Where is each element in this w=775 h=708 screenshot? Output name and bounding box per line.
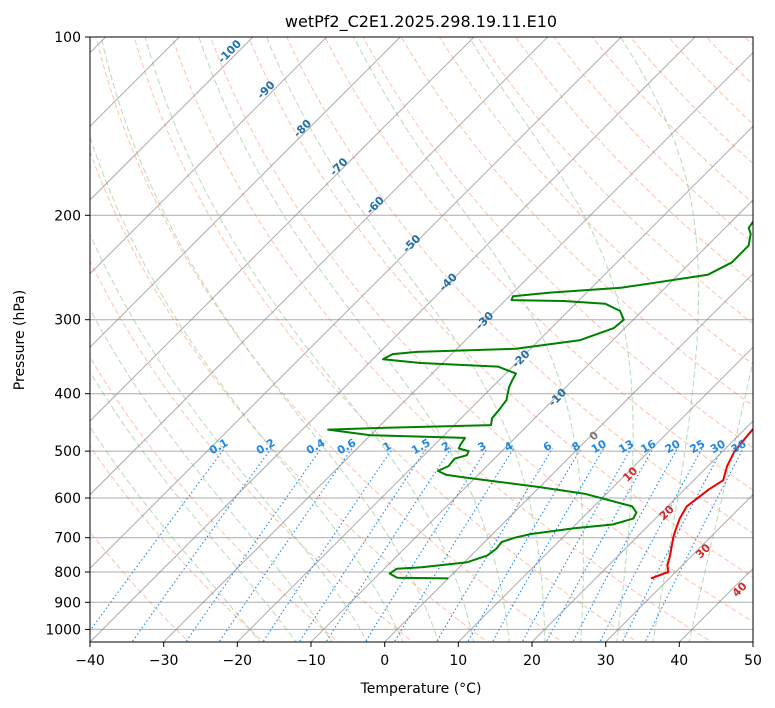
moist-adiabat	[144, 37, 475, 642]
isotherm-line	[90, 37, 475, 422]
x-tick-label: −10	[296, 653, 326, 669]
isotherm-line	[604, 493, 753, 642]
gridlines	[90, 37, 753, 642]
x-tick-label: 20	[523, 653, 541, 669]
y-tick-label: 100	[54, 30, 81, 46]
moist-adiabat	[90, 370, 297, 642]
isotherm-line	[90, 37, 696, 642]
mixing-ratio-line	[435, 448, 553, 642]
mixing-ratio-line	[466, 448, 582, 642]
dry-adiabat	[90, 150, 489, 642]
dry-adiabat	[362, 37, 753, 449]
y-tick-label: 1000	[45, 622, 81, 638]
isotherm-line	[90, 37, 328, 275]
mixing-ratio-line	[521, 448, 632, 642]
temperature-profile	[650, 427, 753, 580]
mixing-ratio-line	[262, 448, 393, 642]
mixing-ratio-line	[218, 448, 353, 642]
isotherm-line	[531, 420, 753, 642]
dry-adiabat	[171, 37, 713, 642]
y-axis-label: Pressure (hPa)	[12, 290, 28, 390]
y-tick-label: 600	[54, 491, 81, 507]
y-tick-label: 300	[54, 313, 81, 329]
y-tick-label: 200	[54, 208, 81, 224]
chart-title: wetPf2_C2E1.2025.298.19.11.E10	[285, 12, 557, 32]
moist-adiabat	[468, 37, 634, 642]
isotherm-line	[236, 125, 753, 642]
isotherm-line	[457, 346, 753, 642]
isotherm-line	[90, 37, 623, 570]
isotherm-line	[90, 37, 549, 496]
x-tick-label: 30	[597, 653, 615, 669]
isotherm-line	[310, 199, 753, 642]
x-tick-label: −20	[223, 653, 253, 669]
dry-adiabat	[286, 37, 753, 534]
moist-adiabat	[266, 37, 546, 642]
data-series	[327, 219, 753, 580]
moist-adiabat	[353, 37, 584, 642]
y-tick-label: 800	[54, 565, 81, 581]
mixing-ratio-line	[298, 448, 427, 642]
mixing-ratio-line	[545, 448, 654, 642]
y-tick-label: 900	[54, 595, 81, 611]
dry-adiabat	[438, 37, 753, 366]
y-axis: 100 200 300 400 500 600 700 800 900 1000	[45, 30, 90, 638]
moist-adiabat	[198, 37, 510, 642]
isotherm-line	[383, 272, 753, 642]
x-tick-label: −40	[75, 653, 105, 669]
x-tick-label: 50	[744, 653, 762, 669]
x-tick-label: −30	[149, 653, 179, 669]
y-tick-label: 500	[54, 444, 81, 460]
mixing-ratio-line	[185, 448, 322, 642]
moist-adiabat	[620, 37, 700, 642]
x-tick-label: 40	[670, 653, 688, 669]
mixing-ratio-line	[131, 448, 272, 642]
dry-adiabat	[248, 37, 753, 578]
isotherm-line	[90, 37, 402, 349]
dry-adiabat	[324, 37, 753, 491]
x-tick-label: 0	[380, 653, 389, 669]
x-axis-label: Temperature (°C)	[360, 681, 482, 697]
y-tick-label: 700	[54, 531, 81, 547]
mixing-ratio-line	[325, 448, 452, 642]
isotherm-line	[162, 51, 753, 642]
mixing-ratio-line	[364, 448, 488, 642]
isotherm-line	[90, 37, 254, 201]
mixing-ratio-line	[621, 448, 723, 642]
x-axis: −40 −30 −20 −10 0 10 20 30 40 50	[75, 642, 762, 669]
y-tick-label: 400	[54, 387, 81, 403]
dewpoint-profile	[327, 219, 753, 580]
plot-frame	[89, 36, 754, 643]
x-tick-label: 10	[449, 653, 467, 669]
isotherm-line	[90, 37, 181, 128]
